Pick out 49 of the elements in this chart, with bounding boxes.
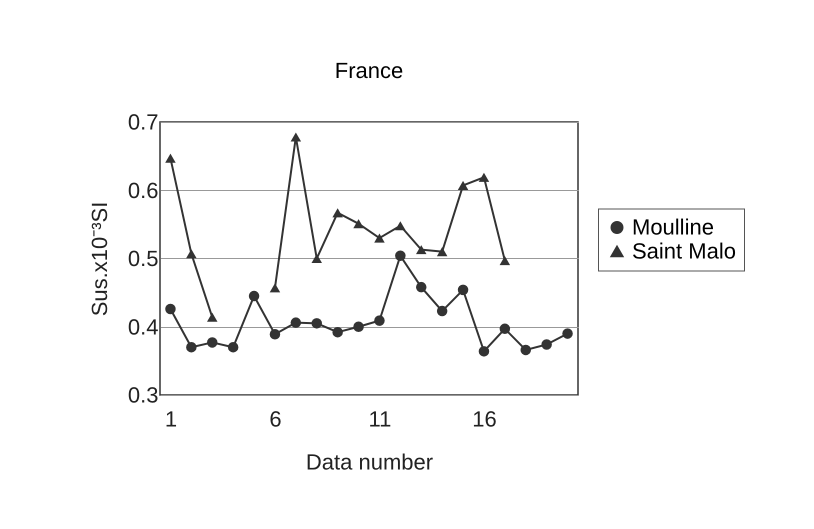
x-tick-label: 11 [368, 406, 392, 432]
point [165, 304, 176, 314]
point [248, 290, 260, 302]
point [458, 180, 468, 190]
legend-label: Moulline [632, 214, 714, 240]
point [207, 312, 218, 322]
point [478, 172, 490, 182]
x-tick-label: 1 [164, 406, 178, 432]
point [500, 324, 510, 334]
point [270, 329, 280, 340]
point [290, 317, 302, 328]
chart-title: France [334, 58, 404, 83]
point [520, 344, 531, 356]
point [165, 154, 176, 163]
point [374, 233, 385, 243]
x-axis-title: Data number [306, 450, 434, 474]
point [207, 337, 218, 348]
point [500, 256, 510, 266]
point [458, 284, 468, 296]
point [374, 315, 385, 326]
legend-label: Saint Malo [632, 238, 736, 264]
point [186, 342, 197, 352]
point [395, 221, 406, 230]
y-tick-label: 0.4 [128, 314, 158, 340]
point [290, 132, 302, 142]
point [416, 282, 426, 292]
point [186, 249, 197, 258]
point [353, 322, 364, 332]
point [478, 346, 490, 357]
point [332, 326, 343, 338]
x-tick-label: 6 [269, 406, 282, 432]
point [270, 283, 280, 292]
point [436, 306, 448, 316]
point [312, 254, 322, 264]
point [416, 245, 426, 254]
point [562, 328, 573, 339]
x-tick-label: 16 [472, 406, 497, 432]
point [436, 247, 448, 256]
y-tick-label: 0.7 [128, 110, 158, 134]
point [228, 342, 238, 352]
y-tick-label: 0.6 [128, 178, 158, 203]
point [332, 208, 343, 218]
point [541, 339, 552, 350]
y-tick-label: 0.5 [128, 246, 158, 271]
y-axis-title: Sus.x10⁻³SI [86, 202, 112, 316]
y-tick-label: 0.3 [128, 382, 158, 408]
point [395, 250, 406, 262]
point [312, 318, 322, 329]
point [353, 219, 364, 228]
